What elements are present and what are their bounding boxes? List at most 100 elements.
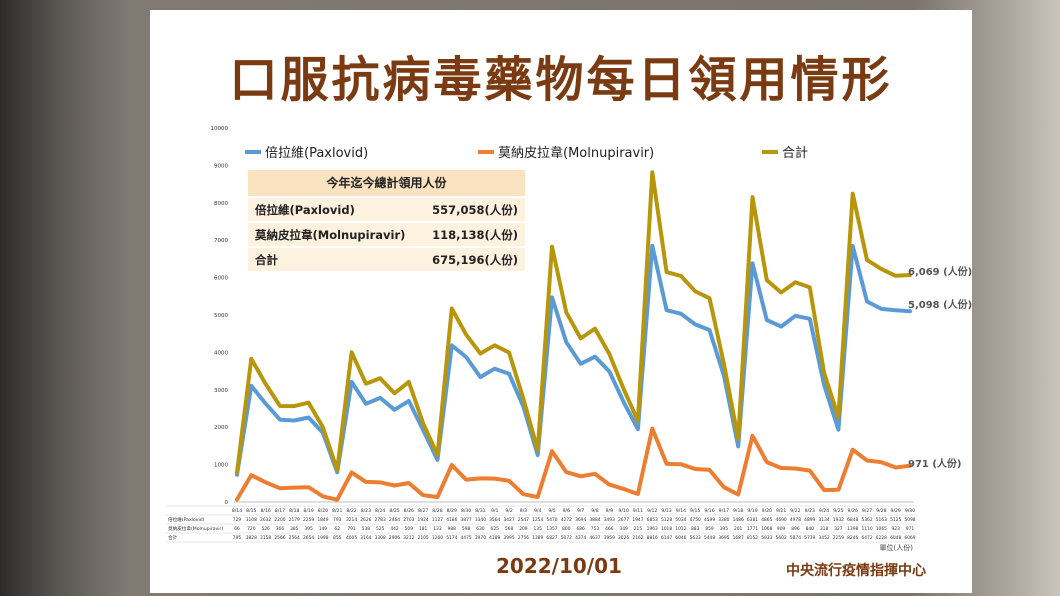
data-table-cell: 2259 [833,535,844,541]
data-table-cell: 209 [519,526,528,532]
data-table-cell: 395 [720,526,729,532]
slide: 口服抗病毒藥物每日領用情形 0 1000 2000 3000 4000 5000 6000 7… [150,10,972,593]
line-chart: 0 1000 2000 3000 4000 5000 6000 7000 8000 9000 100… [166,126,972,552]
x-tick-label: 9/29 [891,508,901,514]
total-series-line [235,170,912,475]
y-tick-label: 5000 [214,313,228,319]
data-table-cell: 5125 [890,517,901,523]
data-table-cell: 5739 [804,535,815,541]
x-tick-label: 9/6 [563,508,570,514]
x-tick-label: 8/14 [232,508,242,514]
data-table-cell: 5602 [776,535,787,541]
data-table-cell: 466 [605,526,614,532]
summary-table-row-label: 合計 [255,253,278,267]
data-table-cell: 8152 [747,535,758,541]
x-tick-label: 9/23 [805,508,815,514]
summary-table-row-bg [248,223,525,246]
data-table-cell: 3026 [618,535,629,541]
data-table-cell: 4272 [561,517,572,523]
y-tick-label: 9000 [214,163,228,169]
summary-table-row-label: 倍拉維(Paxlovid) [255,203,355,217]
end-label-molnupiravir: 971 (人份) [908,457,962,470]
data-table-cell: 1947 [632,517,643,523]
x-tick-label: 8/31 [475,508,485,514]
x-tick-label: 9/21 [776,508,786,514]
data-table-cell: 1018 [661,526,672,532]
data-table-cell: 630 [476,526,485,532]
data-table-cell: 1486 [733,517,744,523]
data-table-cell: 6853 [647,517,658,523]
y-tick-label: 1000 [214,463,228,469]
data-table-cell: 1771 [747,526,758,532]
data-table-cell: 5174 [446,535,457,541]
x-tick-label: 8/26 [404,508,414,514]
data-table-cell: 3212 [403,535,414,541]
x-tick-label: 8/27 [418,508,428,514]
data-table-cell: 4978 [790,517,801,523]
summary-table-row-bg [248,248,525,271]
x-tick-label: 9/27 [862,508,872,514]
x-tick-label: 8/21 [332,508,342,514]
y-tick-label: 10000 [211,126,229,132]
data-table-cell: 2566 [274,535,285,541]
data-table-cell: 625 [491,526,500,532]
legend-label-total: 合計 [782,145,808,161]
data-table-cell: 442 [390,526,399,532]
data-table-cell: 5633 [690,535,701,541]
data-table-cell: 2464 [389,517,400,523]
data-table-cell: 840 [806,526,815,532]
data-table-cell: 526 [261,526,270,532]
data-table-cell: 8246 [847,535,858,541]
data-table-cell: 791 [347,526,356,532]
summary-table-row-value: 557,058(人份) [432,203,518,217]
data-table-cell: 1127 [432,517,443,523]
data-table-row-label: 合計 [168,534,178,541]
y-tick-label: 4000 [214,350,228,356]
y-tick-label: 2000 [214,425,228,431]
data-table-cell: 2654 [303,535,314,541]
x-tick-label: 8/24 [375,508,385,514]
data-table-cell: 5470 [546,517,557,523]
data-table-cell: 6147 [661,535,672,541]
data-table-cell: 2564 [289,535,300,541]
x-tick-label: 9/13 [661,508,671,514]
data-table-cell: 366 [276,526,285,532]
x-tick-label: 9/30 [905,508,915,514]
data-table-cell: 6048 [890,535,901,541]
x-tick-label: 9/4 [534,508,541,514]
data-table-cell: 2677 [618,517,629,523]
summary-table-row-value: 118,138(人份) [432,228,518,242]
data-table-cell: 3108 [246,517,257,523]
data-table-cell: 133 [433,526,442,532]
data-table-cell: 3995 [503,535,514,541]
x-tick-label: 8/28 [432,508,442,514]
data-table-cell: 1110 [861,526,872,532]
data-table-cell: 1924 [418,517,429,523]
data-table-cell: 3884 [589,517,600,523]
data-table-cell: 4005 [346,535,357,541]
data-table-cell: 3164 [360,535,371,541]
x-tick-label: 9/1 [491,508,498,514]
data-table-cell: 5072 [561,535,572,541]
x-tick-label: 8/25 [389,508,399,514]
x-tick-label: 9/3 [520,508,527,514]
data-table-cell: 4865 [761,517,772,523]
data-table-cell: 5448 [704,535,715,541]
data-table-cell: 8816 [647,535,658,541]
page-title: 口服抗病毒藥物每日領用情形 [229,52,893,108]
data-table-cell: 5098 [904,517,915,523]
molnupiravir-series-line [235,426,912,502]
data-table-cell: 598 [462,526,471,532]
data-table-cell: 6228 [876,535,887,541]
data-table-cell: 3695 [718,535,729,541]
data-table-cell: 318 [820,526,829,532]
data-table-cell: 1932 [833,517,844,523]
data-table-cell: 395 [304,526,313,532]
data-table-cell: 2756 [518,535,529,541]
data-table-cell: 6046 [675,535,686,541]
data-table-cell: 1254 [532,517,543,523]
data-table-cell: 4599 [704,517,715,523]
data-table-cell: 4475 [461,535,472,541]
data-table-cell: 729 [233,517,242,523]
data-table-cell: 855 [333,535,342,541]
